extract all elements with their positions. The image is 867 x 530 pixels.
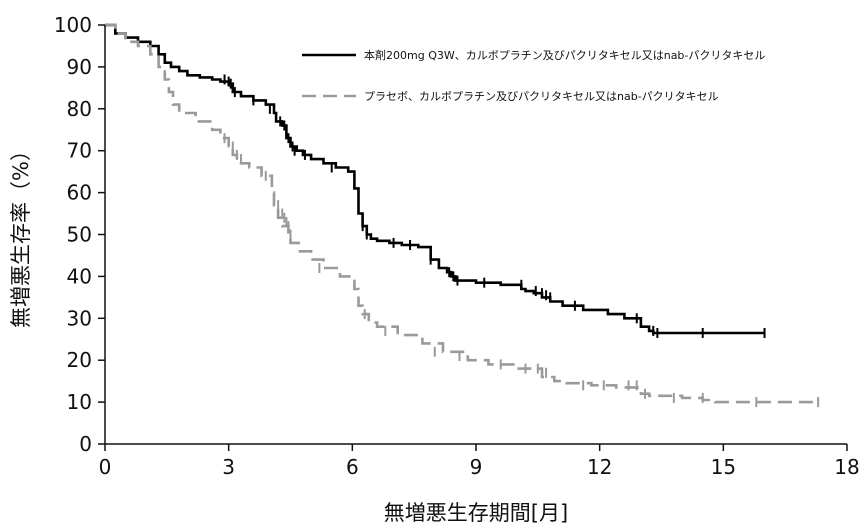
y-axis-label: 無増悪生存率（%） — [9, 140, 33, 328]
x-tick-label: 3 — [222, 455, 235, 479]
y-tick-label: 90 — [67, 55, 92, 79]
y-tick-label: 30 — [67, 306, 92, 330]
x-tick-label: 15 — [711, 455, 736, 479]
axes — [104, 25, 847, 445]
y-tick-label: 100 — [54, 13, 92, 37]
series-2-curve — [105, 23, 819, 404]
y-tick-label: 20 — [67, 348, 92, 372]
legend: 本剤200mg Q3W、カルボプラチン及びパクリタキセル又はnab-パクリタキセ… — [302, 48, 765, 103]
x-axis-label: 無増悪生存期間[月] — [384, 501, 568, 525]
y-tick-label: 60 — [67, 181, 92, 205]
x-tick-label: 9 — [470, 455, 483, 479]
legend-label-series-2: プラセボ、カルボプラチン及びパクリタキセル又はnab-パクリタキセル — [364, 90, 719, 103]
x-tick-label: 0 — [99, 455, 112, 479]
x-tick-label: 6 — [346, 455, 359, 479]
plot-area — [105, 23, 820, 408]
y-tick-label: 10 — [67, 390, 92, 414]
y-tick-label: 50 — [67, 223, 92, 247]
series-1-curve — [105, 23, 765, 335]
y-tick-label: 0 — [79, 432, 92, 456]
x-tick-label: 12 — [587, 455, 612, 479]
x-tick-label: 18 — [834, 455, 859, 479]
ticks: 0 3 6 9 12 15 18 0 10 20 30 40 50 60 70 80 90 100 — [54, 13, 860, 479]
series-2 — [105, 23, 820, 408]
y-tick-label: 40 — [67, 264, 92, 288]
y-tick-label: 70 — [67, 139, 92, 163]
y-tick-label: 80 — [67, 97, 92, 121]
legend-label-series-1: 本剤200mg Q3W、カルボプラチン及びパクリタキセル又はnab-パクリタキセ… — [364, 48, 765, 62]
series-1 — [105, 23, 766, 338]
